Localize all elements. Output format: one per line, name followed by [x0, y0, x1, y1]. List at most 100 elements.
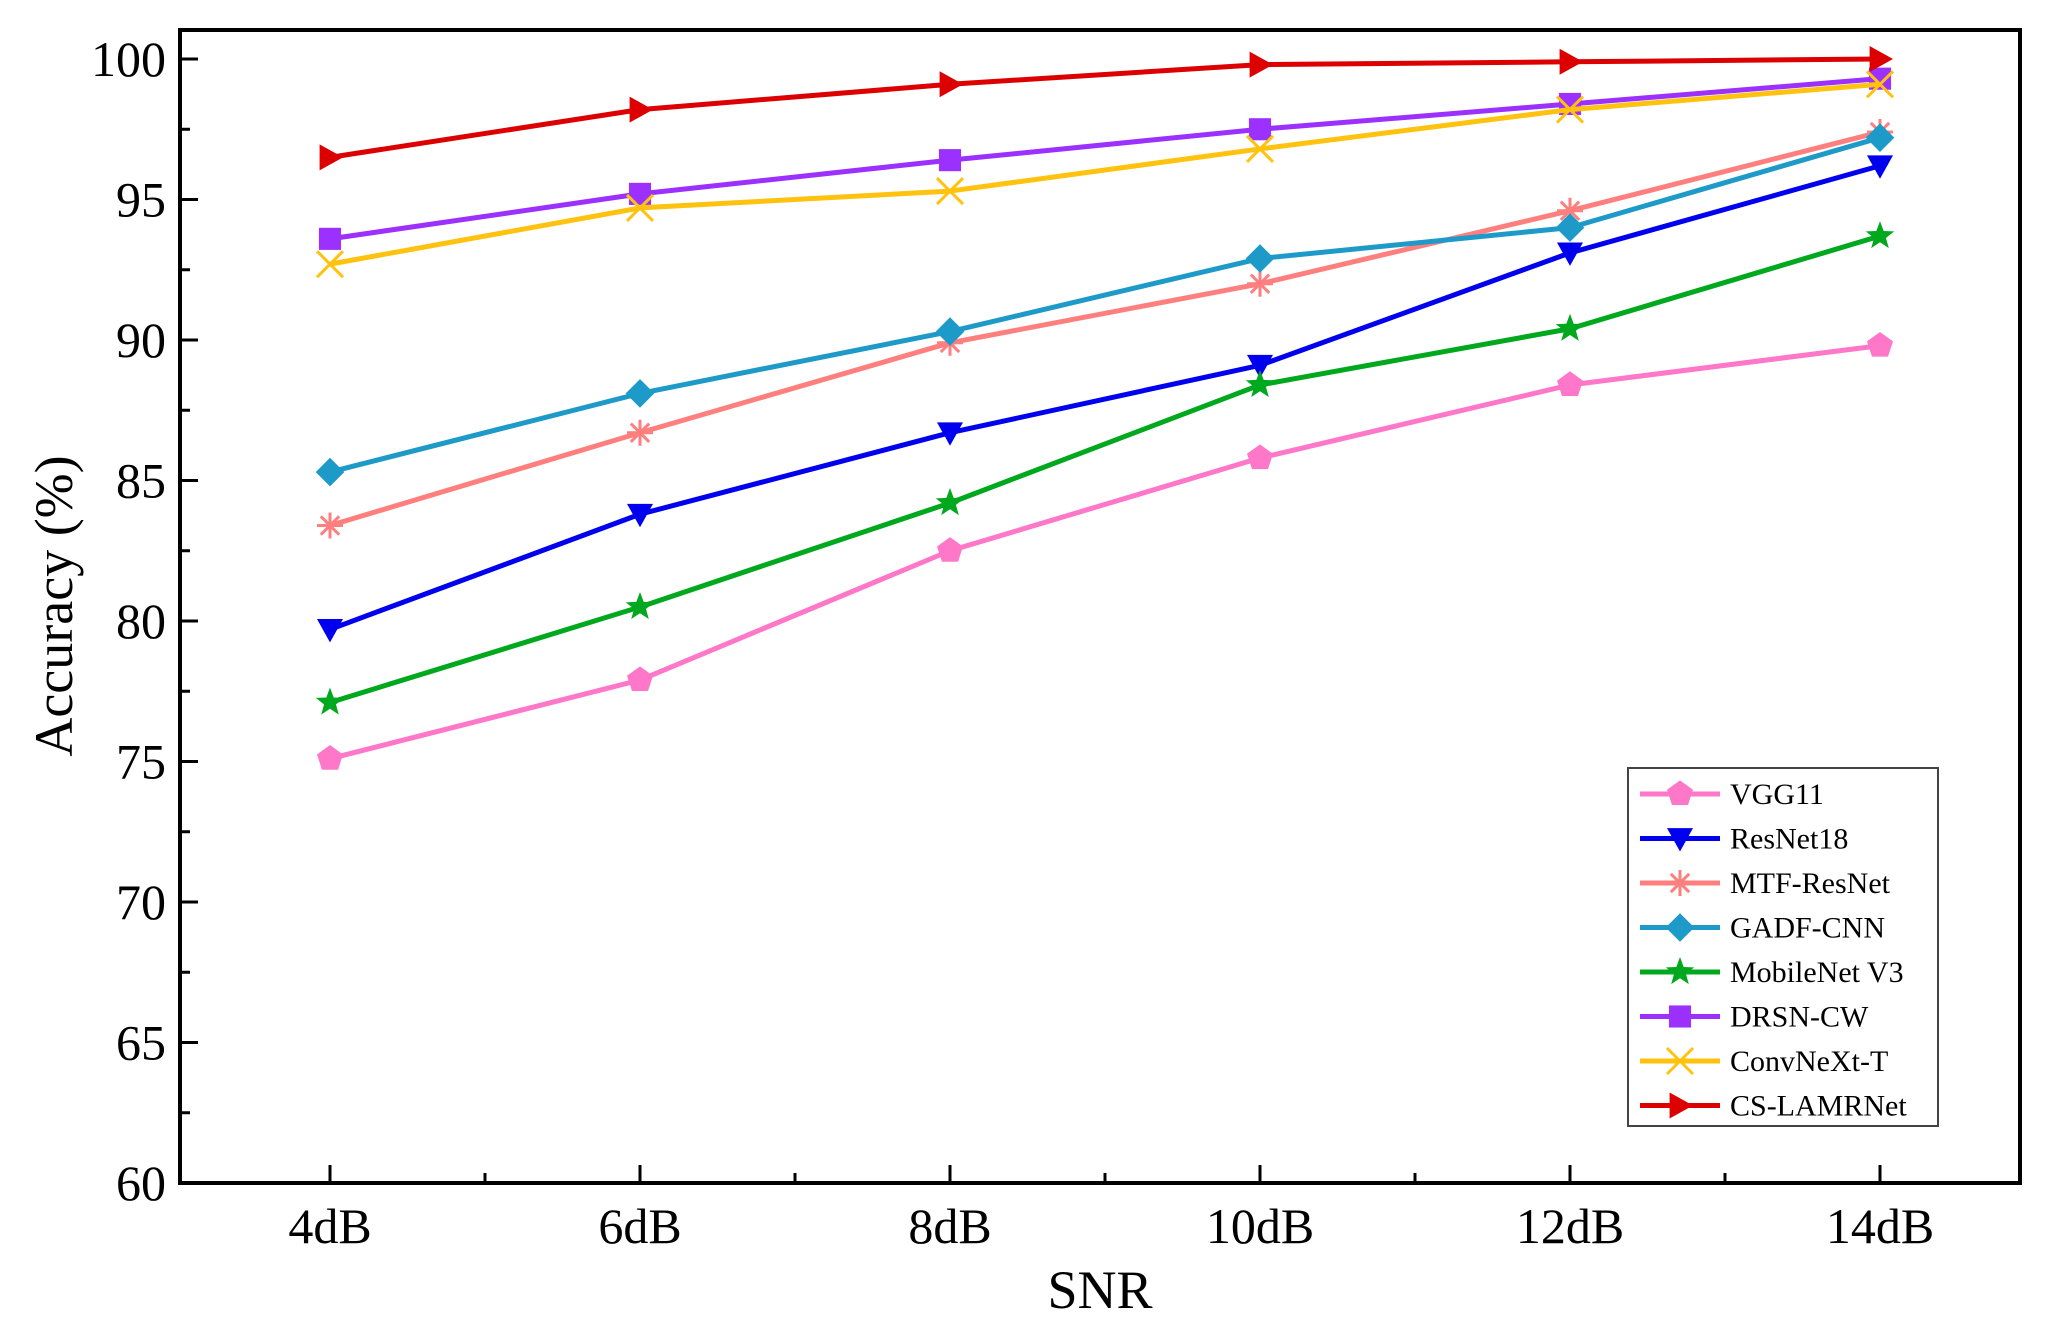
x-tick-label: 12dB — [1516, 1198, 1624, 1254]
data-point — [1245, 244, 1275, 273]
series-line — [329, 343, 1881, 762]
legend-swatch-marker — [1667, 780, 1693, 806]
series-resnet18 — [317, 155, 1893, 643]
y-tick-label: 85 — [116, 453, 166, 509]
y-tick-label: 100 — [91, 31, 166, 87]
data-point — [1557, 197, 1583, 224]
data-point — [1557, 371, 1583, 397]
data-point — [1865, 123, 1895, 152]
legend-item: MTF-ResNet — [1640, 867, 1891, 900]
y-axis-title: Accuracy (%) — [24, 455, 84, 756]
data-point — [317, 512, 343, 539]
series-line — [329, 135, 1881, 475]
y-tick-label: 95 — [116, 172, 166, 228]
data-point — [938, 149, 962, 172]
data-point — [628, 182, 652, 205]
legend-item: MobileNet V3 — [1640, 956, 1904, 989]
data-point — [629, 96, 653, 123]
data-point — [937, 537, 963, 562]
legend-label: ConvNeXt-T — [1730, 1045, 1888, 1078]
legend-item: CS-LAMRNet — [1640, 1090, 1907, 1123]
data-point — [1245, 134, 1275, 163]
data-point — [937, 422, 963, 446]
data-point — [627, 503, 653, 528]
y-tick-label: 70 — [116, 874, 166, 930]
data-point — [935, 488, 965, 516]
legend-label: VGG11 — [1730, 778, 1824, 811]
series-line — [329, 163, 1881, 632]
x-tick-label: 14dB — [1826, 1198, 1934, 1254]
legend-swatch-marker — [1667, 828, 1693, 852]
data-point — [1248, 118, 1272, 141]
data-point — [939, 71, 963, 98]
legend-swatch-marker — [1665, 913, 1695, 942]
series-gadf-cnn — [315, 123, 1895, 487]
data-point — [1249, 51, 1273, 78]
data-point — [625, 193, 655, 222]
data-point — [317, 745, 343, 770]
plot-frame — [178, 28, 2022, 1185]
series-convnext-t — [315, 70, 1895, 279]
legend-item: VGG11 — [1640, 778, 1824, 811]
legend-swatch-marker — [1665, 1046, 1695, 1076]
y-axis: 60 65 70 75 80 85 90 95 100 — [91, 31, 198, 1211]
data-point — [1247, 270, 1273, 297]
legend-label: MTF-ResNet — [1730, 867, 1891, 900]
data-point — [1867, 331, 1893, 357]
series-line — [329, 129, 1881, 528]
data-point — [625, 379, 655, 408]
data-point — [627, 419, 653, 446]
x-axis-title: SNR — [1047, 1260, 1152, 1320]
data-point — [1247, 354, 1273, 379]
series-line — [329, 81, 1881, 267]
y-tick-label: 80 — [116, 593, 166, 649]
data-point — [1557, 242, 1583, 266]
data-point — [1245, 370, 1275, 398]
series-line — [329, 76, 1881, 242]
legend-label: GADF-CNN — [1730, 912, 1885, 945]
legend-item: ConvNeXt-T — [1640, 1045, 1888, 1078]
legend-label: CS-LAMRNet — [1730, 1090, 1907, 1123]
data-point — [1555, 213, 1585, 242]
data-point — [627, 666, 653, 692]
legend-label: DRSN-CW — [1730, 1001, 1869, 1034]
legend-item: ResNet18 — [1640, 823, 1848, 856]
legend-swatch-marker — [1669, 1092, 1693, 1119]
data-point — [317, 619, 343, 643]
data-point — [315, 687, 345, 715]
data-point — [319, 144, 343, 171]
x-tick-label: 8dB — [908, 1198, 991, 1254]
legend-swatch-marker — [1665, 957, 1695, 985]
data-point — [1247, 444, 1273, 470]
data-point — [318, 227, 342, 250]
legend-item: DRSN-CW — [1640, 1001, 1869, 1034]
series-vgg11 — [317, 331, 1893, 770]
data-point — [315, 250, 345, 279]
data-point — [935, 177, 965, 206]
data-point — [315, 457, 345, 487]
data-point — [625, 592, 655, 620]
legend-label: MobileNet V3 — [1730, 956, 1904, 989]
series-cs-lamrnet — [319, 46, 1893, 171]
x-axis: 4dB 6dB 8dB 10dB 12dB 14dB — [288, 1165, 1934, 1254]
series-mobilenet-v3 — [315, 221, 1895, 715]
legend-label: ResNet18 — [1730, 823, 1848, 856]
y-tick-label: 65 — [116, 1015, 166, 1071]
data-point — [1869, 46, 1893, 72]
series-layer — [315, 46, 1895, 770]
data-point — [1559, 48, 1583, 75]
series-mtf-resnet — [317, 119, 1893, 539]
data-point — [1865, 70, 1895, 99]
y-tick-label: 75 — [116, 734, 166, 790]
legend: VGG11 ResNet18 MTF-ResNet GADF-CNN MobileNet… — [1627, 767, 1939, 1127]
legend-swatch-marker — [1667, 870, 1693, 896]
series-line — [329, 233, 1881, 705]
x-tick-label: 4dB — [288, 1198, 371, 1254]
legend-item: GADF-CNN — [1640, 912, 1885, 945]
data-point — [935, 317, 965, 346]
series-line — [329, 56, 1881, 160]
data-point — [1867, 155, 1893, 179]
y-tick-label: 60 — [116, 1155, 166, 1211]
data-point — [1865, 221, 1895, 249]
